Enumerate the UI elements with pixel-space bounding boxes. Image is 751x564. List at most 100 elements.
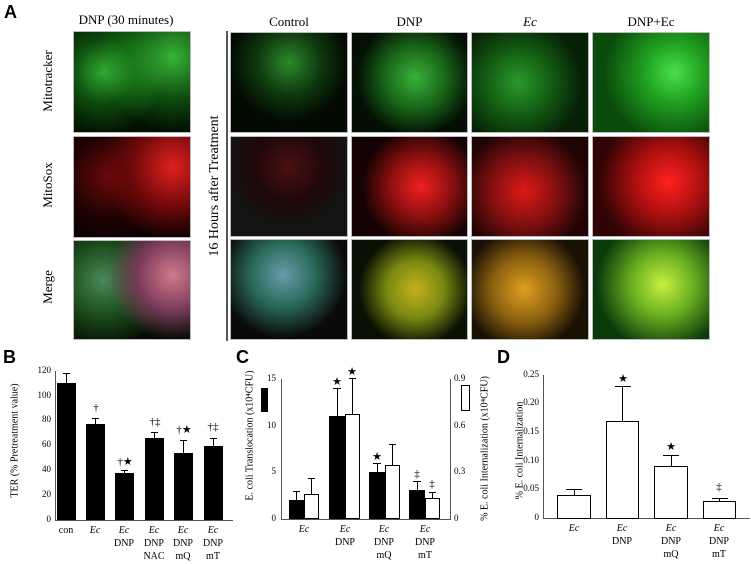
chart-c-bar-internalization-ec-dnp-mt (425, 498, 440, 519)
xlabel-line: Ec (89, 525, 101, 536)
micrograph-ec-merge (471, 239, 589, 340)
chart-d-ytick: 0 (534, 512, 540, 522)
chart-b-ter: TER (% Pretreatment value) 0 20 40 60 80… (0, 335, 240, 564)
xlabel-line: DNP (414, 537, 435, 548)
chart-d-xlabel-ec-dnp: Ec DNP (607, 522, 637, 548)
chart-d-y-axis (543, 375, 544, 519)
col-label-ec: Ec (523, 14, 537, 29)
chart-c-y-axis-left (281, 379, 282, 520)
chart-b-bar-ec (86, 424, 105, 520)
chart-b-ytick: 0 (46, 514, 52, 524)
panel-label-a: A (4, 2, 17, 22)
chart-c-sig: ★ (332, 376, 342, 388)
panel-label-c: C (236, 347, 249, 367)
chart-c-x-axis (281, 519, 451, 520)
xlabel-line: DNP (334, 537, 355, 548)
chart-d-sig: ★ (618, 373, 628, 385)
chart-c-xlabel-ec-dnp: Ec DNP (330, 523, 360, 549)
chart-c-ytick: 5 (271, 466, 277, 476)
chart-c-sig: ‡ (414, 468, 420, 480)
chart-d-ytick: 0.10 (523, 455, 539, 465)
xlabel-line: DNP (202, 538, 223, 549)
chart-d-x-axis (543, 518, 750, 519)
micrograph-dnp30-mitosox (73, 136, 191, 238)
chart-b-sig: †★ (117, 456, 133, 468)
chart-c-y-axis-label-left: E. coli Translocation (x10⁴CFU) (244, 370, 256, 501)
chart-c-ytick-right: 0.3 (454, 466, 466, 476)
chart-c-xlabel-ec: Ec (289, 523, 319, 536)
col-label-dnp-ec: DNP+Ec (627, 14, 675, 29)
xlabel-line: DNP (373, 537, 394, 548)
xlabel-line: con (58, 525, 74, 536)
chart-b-bar-con (57, 383, 76, 520)
chart-d-sig: ★ (666, 441, 676, 453)
xlabel-line: Ec (568, 523, 580, 534)
xlabel-line: DNP (708, 536, 729, 547)
chart-c-sig: ★ (372, 451, 382, 463)
row-label-mitosox: MitoSox (40, 162, 55, 208)
chart-b-ytick: 40 (42, 464, 51, 474)
micrograph-ec-mitotracker (471, 32, 589, 133)
panel-label-d: D (497, 347, 510, 367)
micrograph-control-mitosox (230, 136, 348, 237)
chart-c-ytick-right: 0.9 (454, 373, 466, 383)
chart-b-sig: † (93, 402, 99, 414)
xlabel-line: Ec (177, 525, 189, 536)
xlabel-line: Ec (665, 523, 677, 534)
chart-b-sig: †‡ (149, 416, 161, 428)
xlabel-line: Ec (118, 525, 130, 536)
chart-b-xlabel-ec-dnp-nac: Ec DNP NAC (139, 524, 169, 563)
chart-b-ytick: 20 (42, 489, 51, 499)
row-label-merge: Merge (40, 270, 55, 304)
chart-b-bar-ec-dnp-mq (174, 453, 193, 520)
xlabel-line: mQ (663, 549, 679, 560)
chart-c-bar-translocation-ec-dnp-mq (369, 472, 385, 519)
chart-c-bar-translocation-ec (289, 500, 304, 519)
chart-b-y-axis (55, 371, 56, 521)
xlabel-line: Ec (713, 523, 725, 534)
chart-c-ytick: 15 (267, 373, 276, 383)
legend-swatch-internalization (461, 385, 470, 411)
chart-c-ytick-right: 0 (454, 513, 459, 523)
xlabel-line: mQ (175, 551, 191, 562)
row-label-mitotracker: Mitotracker (40, 50, 55, 112)
chart-c-y-axis-right (450, 379, 451, 520)
col-label-dnp: DNP (396, 14, 423, 29)
chart-d-bar-ec-dnp (606, 421, 639, 519)
micrograph-dnp-ec-merge (592, 239, 710, 340)
micrograph-dnp30-merge (73, 240, 191, 340)
chart-c-xlabel-ec-dnp-mt: Ec DNP mT (410, 523, 440, 562)
col-label-control: Control (269, 14, 309, 29)
chart-c-sig: ★ (347, 366, 357, 378)
chart-b-xlabel-ec: Ec (80, 524, 110, 537)
xlabel-line: Ec (378, 524, 390, 535)
chart-d-xlabel-ec: Ec (559, 522, 589, 535)
chart-c-bar-translocation-ec-dnp-mt (409, 490, 425, 519)
chart-d-sig: ‡ (716, 481, 722, 493)
chart-d-internalization: % E. coli Internalization 0 0.05 0.10 0.… (480, 335, 751, 564)
chart-d-bar-ec (557, 495, 591, 519)
chart-d-ytick: 0.25 (523, 369, 539, 379)
xlabel-line: DNP (611, 536, 632, 547)
xlabel-line: DNP (113, 538, 134, 549)
chart-d-bar-ec-dnp-mq (654, 466, 688, 519)
chart-b-xlabel-ec-dnp: Ec DNP (109, 524, 139, 550)
chart-c-ytick-right: 0.6 (454, 420, 466, 430)
chart-b-bar-ec-dnp (115, 473, 134, 520)
dnp-30min-title: DNP (30 minutes) (78, 12, 174, 27)
xlabel-line: NAC (143, 551, 165, 562)
chart-b-sig: †‡ (207, 421, 219, 433)
xlabel-line: mT (206, 551, 220, 562)
chart-b-xlabel-ec-dnp-mq: Ec DNP mQ (168, 524, 198, 563)
divider-line (226, 31, 228, 341)
chart-c-translocation: E. coli Translocation (x10⁴CFU) % E. col… (235, 335, 495, 564)
chart-c-ytick: 10 (267, 420, 276, 430)
chart-c-bar-internalization-ec (304, 494, 319, 519)
legend-swatch-translocation (261, 388, 268, 412)
micrograph-ec-mitosox (471, 136, 589, 237)
chart-d-xlabel-ec-dnp-mq: Ec DNP mQ (656, 522, 686, 561)
chart-b-bar-ec-dnp-nac (145, 438, 164, 520)
micrograph-dnp-merge (351, 239, 468, 340)
time-label: 16 Hours after Treatment (207, 115, 222, 257)
chart-c-xlabel-ec-dnp-mq: Ec DNP mQ (369, 523, 399, 562)
